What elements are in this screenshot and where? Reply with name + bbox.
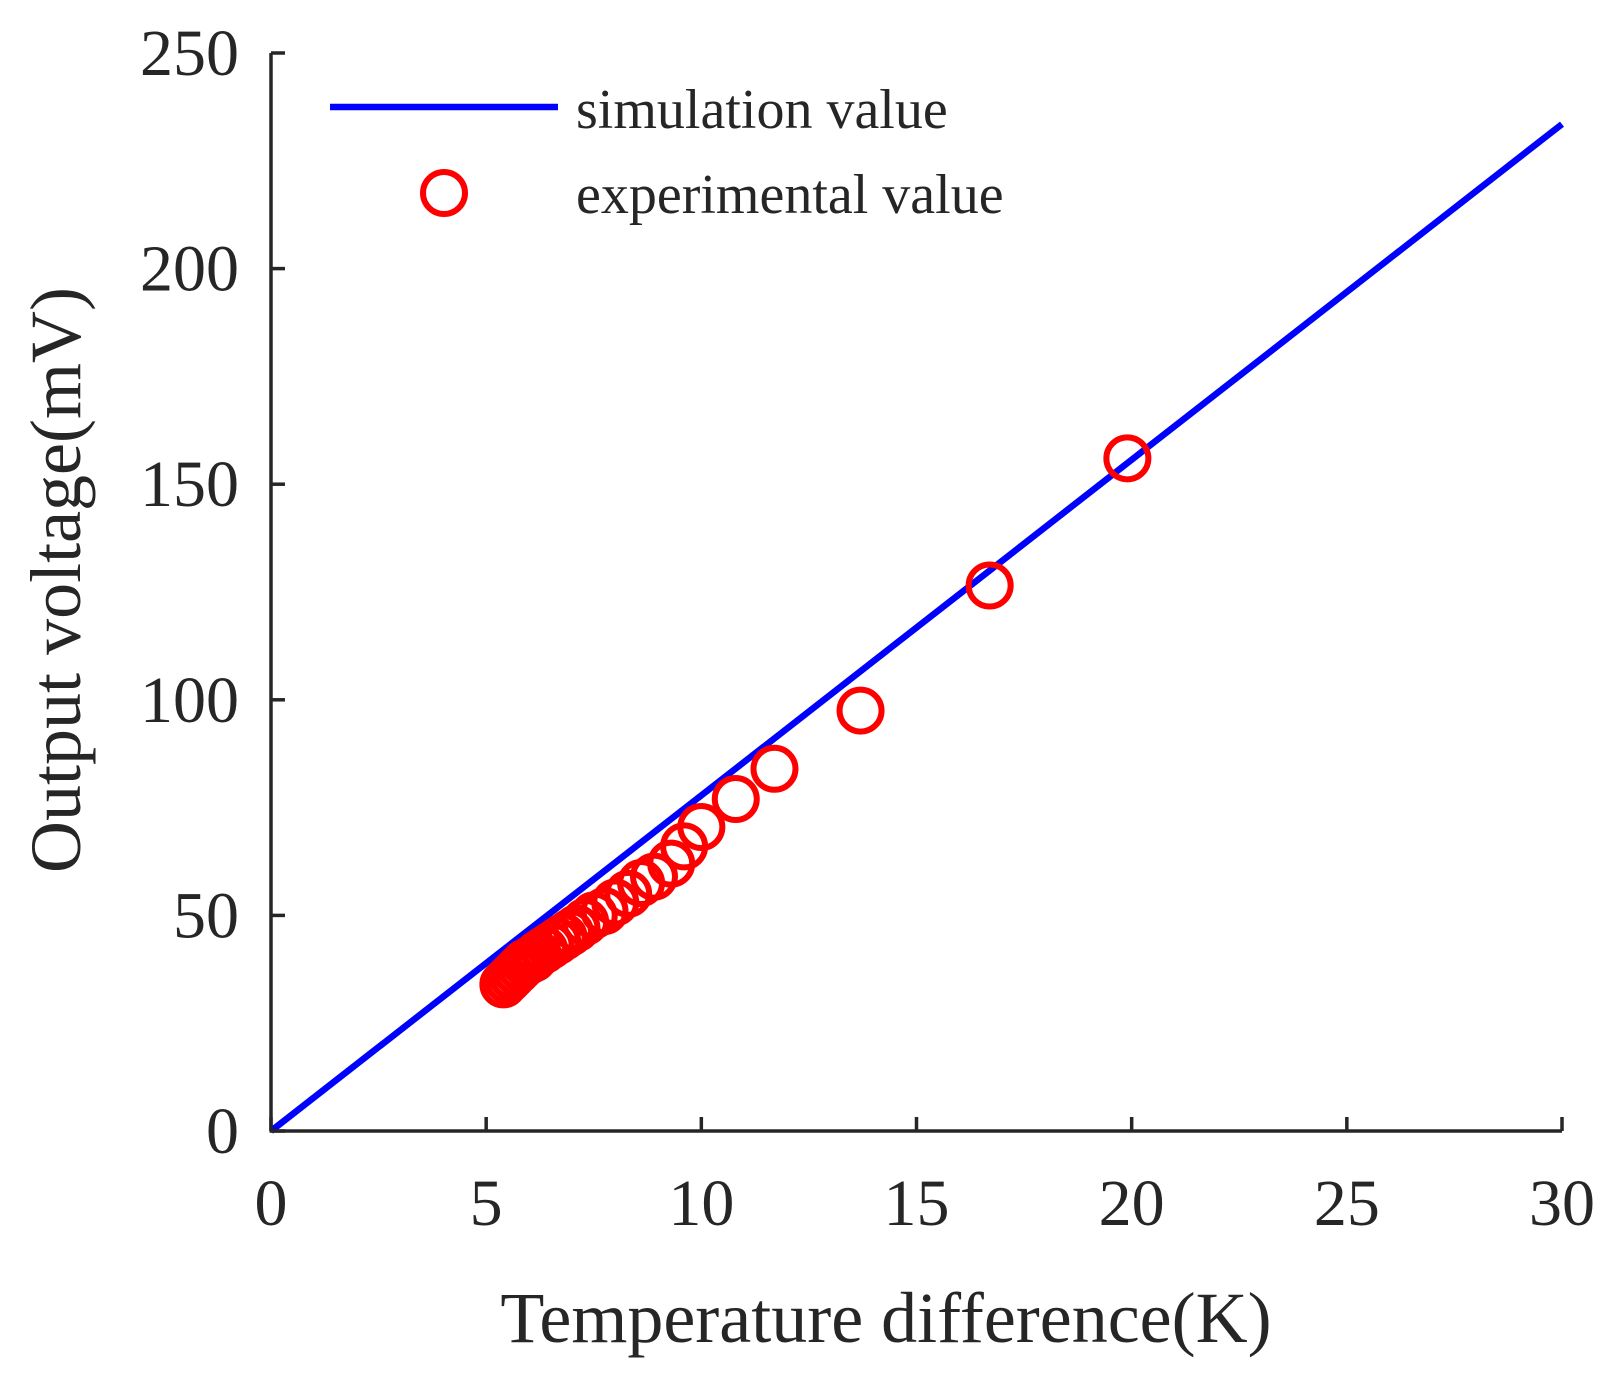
x-tick-label: 0 bbox=[255, 1167, 288, 1240]
data-point-experimental-value bbox=[1103, 434, 1152, 483]
legend-label-experimental-value: experimental value bbox=[576, 164, 1004, 226]
data-point-experimental-value bbox=[711, 774, 760, 823]
legend-circle-swatch bbox=[420, 169, 468, 217]
series-line-simulation-value bbox=[269, 121, 1564, 1134]
data-point-experimental-value bbox=[965, 561, 1014, 610]
y-tick-label: 200 bbox=[140, 233, 239, 306]
data-point-experimental-value bbox=[750, 744, 799, 793]
data-point-experimental-value bbox=[836, 686, 885, 735]
x-tick-label: 25 bbox=[1314, 1167, 1380, 1240]
y-tick-label: 150 bbox=[140, 448, 239, 521]
x-tick-label: 15 bbox=[884, 1167, 950, 1240]
y-tick-label: 0 bbox=[206, 1095, 239, 1168]
x-tick-label: 5 bbox=[470, 1167, 503, 1240]
axes: 0 5 10 15 20 25 30 0 50 100 150 200 250 bbox=[140, 17, 1595, 1240]
data-point-experimental-value bbox=[604, 869, 653, 918]
legend-label-simulation-value: simulation value bbox=[576, 79, 948, 141]
y-tick-label: 250 bbox=[140, 17, 239, 90]
x-tick-label: 30 bbox=[1529, 1167, 1595, 1240]
y-axis-title: Output voltage(mV) bbox=[16, 287, 96, 873]
y-tick-label: 100 bbox=[140, 664, 239, 737]
plot-area bbox=[269, 121, 1564, 1134]
x-tick-label: 20 bbox=[1099, 1167, 1165, 1240]
x-axis-title: Temperature difference(K) bbox=[500, 1278, 1271, 1358]
data-point-experimental-value bbox=[677, 803, 726, 852]
x-tick-label: 10 bbox=[668, 1167, 734, 1240]
y-tick-label: 50 bbox=[173, 879, 239, 952]
legend: simulation value experimental value bbox=[330, 79, 1004, 226]
